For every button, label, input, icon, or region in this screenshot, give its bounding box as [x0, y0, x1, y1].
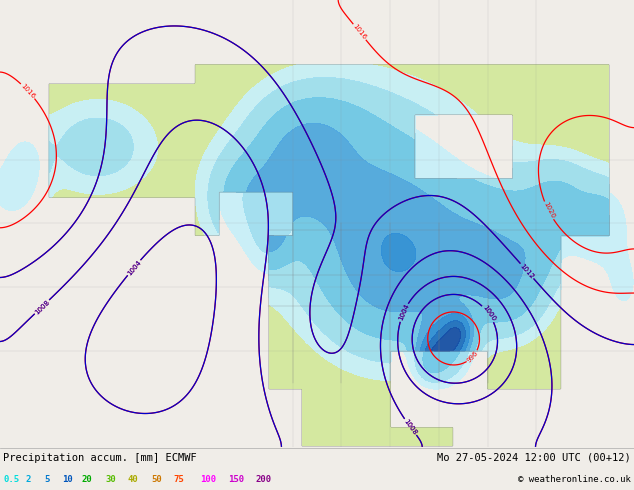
- Text: 150: 150: [228, 475, 244, 485]
- Text: 50: 50: [151, 475, 162, 485]
- Text: 0.5: 0.5: [3, 475, 19, 485]
- Text: 1008: 1008: [34, 298, 51, 315]
- Text: 1004: 1004: [398, 303, 410, 322]
- Text: 1004: 1004: [126, 259, 142, 276]
- Text: © weatheronline.co.uk: © weatheronline.co.uk: [518, 475, 631, 485]
- Text: 1004: 1004: [398, 303, 410, 322]
- Text: 1016: 1016: [352, 23, 368, 41]
- Text: 1008: 1008: [34, 298, 51, 315]
- Text: Precipitation accum. [mm] ECMWF: Precipitation accum. [mm] ECMWF: [3, 453, 197, 463]
- Text: 100: 100: [200, 475, 216, 485]
- Text: 75: 75: [173, 475, 184, 485]
- Text: 40: 40: [128, 475, 139, 485]
- Text: 1004: 1004: [126, 259, 142, 276]
- Text: 1012: 1012: [519, 262, 535, 280]
- Text: 1008: 1008: [403, 418, 418, 436]
- Text: 1016: 1016: [20, 82, 36, 99]
- Text: 10: 10: [62, 475, 73, 485]
- Text: Mo 27-05-2024 12:00 UTC (00+12): Mo 27-05-2024 12:00 UTC (00+12): [437, 453, 631, 463]
- Text: 5: 5: [44, 475, 49, 485]
- Text: 200: 200: [255, 475, 271, 485]
- Text: 1008: 1008: [403, 418, 418, 436]
- Text: 1000: 1000: [481, 304, 496, 323]
- Text: 20: 20: [82, 475, 93, 485]
- Text: 1000: 1000: [481, 304, 496, 323]
- Text: 996: 996: [466, 350, 479, 364]
- Text: 1020: 1020: [542, 201, 555, 220]
- Text: 1012: 1012: [519, 262, 535, 280]
- Text: 2: 2: [25, 475, 30, 485]
- Text: 30: 30: [105, 475, 116, 485]
